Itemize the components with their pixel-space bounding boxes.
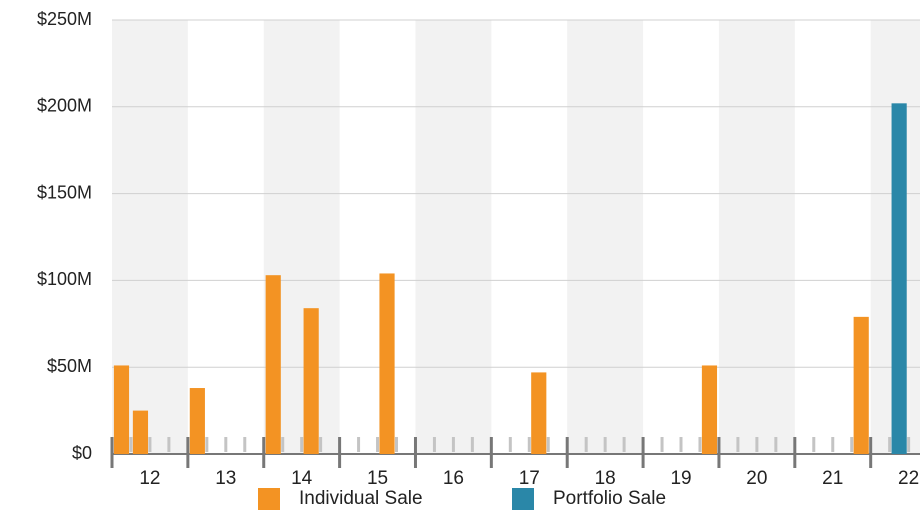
y-tick-label: $200M: [37, 96, 92, 116]
y-tick-label: $250M: [37, 9, 92, 29]
y-tick-label: $150M: [37, 182, 92, 202]
bar: [891, 103, 907, 454]
bar: [853, 316, 869, 454]
bar: [531, 372, 547, 454]
x-tick-label: 19: [670, 468, 691, 489]
y-tick-label: $100M: [37, 269, 92, 289]
bar: [303, 308, 319, 454]
legend-swatch: [258, 488, 280, 510]
x-tick-label: 20: [746, 468, 767, 489]
x-tick-label: 13: [215, 468, 236, 489]
legend-label: Portfolio Sale: [553, 488, 666, 509]
bar: [132, 410, 149, 454]
legend-label: Individual Sale: [299, 488, 423, 509]
band: [415, 20, 492, 454]
x-tick-label: 17: [519, 468, 540, 489]
x-tick-label: 21: [822, 468, 843, 489]
x-tick-label: 22: [898, 468, 919, 489]
x-tick-label: 12: [139, 468, 160, 489]
y-tick-label: $50M: [47, 356, 92, 376]
legend-swatch: [512, 488, 534, 510]
bar: [701, 365, 718, 454]
x-tick-label: 14: [291, 468, 313, 489]
bar: [189, 388, 205, 454]
x-tick-label: 16: [443, 468, 464, 489]
x-tick-label: 15: [367, 468, 388, 489]
bar: [265, 275, 281, 454]
band: [567, 20, 644, 454]
bar: [379, 273, 395, 454]
x-tick-label: 18: [595, 468, 616, 489]
y-tick-label: $0: [72, 443, 92, 463]
band: [718, 20, 795, 454]
bar: [113, 365, 130, 454]
